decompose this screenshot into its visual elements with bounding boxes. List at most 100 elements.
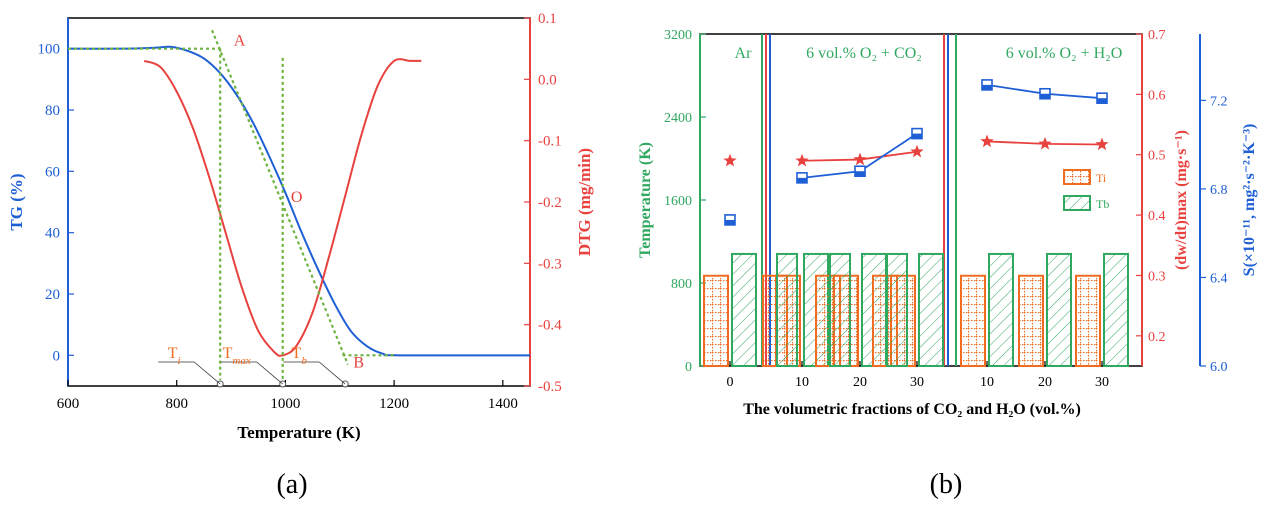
b-left-tick-label: 0	[685, 360, 692, 375]
bar-tb	[988, 252, 1014, 367]
x-tick-label: 1200	[379, 396, 409, 412]
panel-label-b: (b)	[930, 469, 963, 500]
dwdt-star-marker	[723, 153, 737, 167]
dwdt-star-marker	[1095, 137, 1109, 151]
temp-leader	[318, 361, 346, 385]
x-tick-label: 800	[165, 396, 188, 412]
y-right-tick-label: 0.1	[538, 11, 557, 27]
dwdt-star-marker	[910, 144, 924, 158]
b-x-tick-label: 30	[1095, 375, 1109, 390]
y-right-tick-label: -0.5	[538, 379, 562, 395]
chart-b: 0 800 1600 2400 3200 0.2 0.3 0.4 0.5 0.6 0.7 6.0 6.4…	[637, 28, 1258, 500]
b-mid-tick-label: 0.5	[1148, 149, 1166, 164]
panel-label-a: (a)	[276, 469, 307, 500]
b-mid-tick-label: 0.4	[1148, 209, 1166, 224]
chart-a-ticks: 600 800 1000 1200 1400 0 20 40 60 80 100 0.1 0.0 -0.1…	[38, 11, 563, 412]
s-square-marker-fill	[982, 84, 992, 90]
s-square-marker-fill	[1040, 93, 1050, 99]
chart-a-series	[67, 29, 531, 380]
b-right-tick-label: 6.8	[1210, 183, 1228, 198]
legend-ti-swatch	[1063, 169, 1091, 185]
chart-a-ylabel-left: TG (%)	[7, 173, 26, 230]
legend-tb-label: Tb	[1096, 197, 1109, 211]
bar-tb	[1046, 252, 1072, 367]
s-square-marker-fill	[912, 133, 922, 139]
b-mid-tick-label: 0.2	[1148, 330, 1166, 345]
b-mid-tick-label: 0.7	[1148, 28, 1166, 43]
bar-ti	[960, 274, 986, 367]
y-right-tick-label: -0.4	[538, 318, 562, 334]
temp-label-max: Tmax	[223, 345, 251, 367]
section-title-co2: 6 vol.% O₂ + CO₂	[806, 45, 922, 62]
bar-ti	[1018, 274, 1044, 367]
y-right-tick-label: -0.1	[538, 134, 562, 150]
b-left-tick-label: 3200	[664, 28, 692, 43]
chart-b-bars	[703, 252, 1129, 367]
temp-label-b: Tb	[292, 345, 308, 367]
y-right-tick-label: 0.0	[538, 72, 557, 88]
chart-a-xlabel: Temperature (K)	[237, 423, 360, 442]
series-tg-line	[67, 45, 531, 357]
chart-b-legend: Ti Tb	[1063, 169, 1109, 211]
s-square-marker-fill	[1097, 98, 1107, 104]
b-right-tick-label: 6.0	[1210, 360, 1228, 375]
chart-b-ticks: 0 800 1600 2400 3200 0.2 0.3 0.4 0.5 0.6 0.7 6.0 6.4…	[664, 28, 1228, 390]
b-x-tick-label: 20	[1038, 375, 1052, 390]
chart-a-annotations: A O B Ti Tmax Tb	[158, 33, 364, 388]
bar-ti	[703, 274, 729, 367]
y-left-tick-label: 80	[45, 103, 60, 119]
b-left-tick-label: 1600	[664, 194, 692, 209]
b-right-tick-label: 6.4	[1210, 271, 1228, 286]
legend-tb-swatch	[1063, 195, 1091, 211]
bar-tb-extra	[829, 252, 851, 367]
annotation-A: A	[234, 33, 246, 50]
b-mid-tick-label: 0.3	[1148, 269, 1166, 284]
dwdt-star-marker	[980, 134, 994, 148]
b-x-tick-label: 20	[853, 375, 867, 390]
section-title-ar: Ar	[735, 45, 753, 62]
dwdt-star-marker	[853, 152, 867, 166]
y-right-tick-label: -0.3	[538, 256, 562, 272]
x-tick-label: 600	[57, 396, 80, 412]
y-left-tick-label: 60	[45, 164, 60, 180]
dwdt-star-marker	[1038, 136, 1052, 150]
bar-tb	[1103, 252, 1129, 367]
chart-a-ylabel-right: DTG (mg/min)	[575, 148, 594, 256]
b-left-tick-label: 2400	[664, 111, 692, 126]
series-dtg-line	[143, 58, 422, 357]
chart-b-ylabel-mid: (dw/dt)max (mg·s⁻¹)	[1173, 130, 1190, 270]
x-tick-label: 1000	[270, 396, 300, 412]
y-left-tick-label: 100	[38, 42, 61, 58]
s-square-marker-fill	[725, 219, 735, 225]
x-tick-label: 1400	[488, 396, 518, 412]
chart-b-ylabel-right: S(×10⁻¹¹, mg²·s⁻²·K⁻³)	[1241, 124, 1258, 277]
bar-tb	[918, 252, 944, 367]
y-left-tick-label: 0	[53, 348, 61, 364]
b-x-tick-label: 10	[795, 375, 809, 390]
temp-label-i: Ti	[168, 345, 181, 367]
dwdt-star-marker	[795, 153, 809, 167]
bar-tb-extra	[886, 252, 908, 367]
bar-tb	[731, 252, 757, 367]
b-mid-tick-label: 0.6	[1148, 88, 1166, 103]
y-left-tick-label: 20	[45, 287, 60, 303]
temp-leader	[256, 361, 283, 385]
chart-b-ylabel-left: Temperature (K)	[637, 142, 654, 258]
b-x-tick-label: 30	[910, 375, 924, 390]
s-square-marker-fill	[855, 171, 865, 177]
temp-leader	[193, 361, 221, 385]
section-title-h2o: 6 vol.% O₂ + H₂O	[1006, 45, 1123, 62]
b-right-tick-label: 7.2	[1210, 94, 1228, 109]
annotation-O: O	[291, 189, 303, 206]
annotation-B: B	[353, 355, 364, 372]
bar-ti	[1075, 274, 1101, 367]
chart-b-xlabel: The volumetric fractions of CO₂ and H₂O …	[743, 401, 1081, 418]
s-square-marker-fill	[797, 177, 807, 183]
chart-a: 600 800 1000 1200 1400 0 20 40 60 80 100 0.1 0.0 -0.1…	[7, 11, 594, 500]
chart-b-series	[723, 79, 1109, 226]
b-x-tick-label: 0	[727, 375, 734, 390]
legend-ti-label: Ti	[1096, 171, 1107, 185]
b-x-tick-label: 10	[980, 375, 994, 390]
y-left-tick-label: 40	[45, 226, 60, 242]
